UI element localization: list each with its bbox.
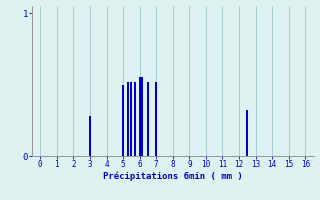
Bar [147,82,149,156]
Bar [141,77,143,156]
Bar [246,110,248,156]
Bar [89,116,91,156]
X-axis label: Précipitations 6min ( mm ): Précipitations 6min ( mm ) [103,172,243,181]
Bar [155,82,157,156]
Bar [127,82,129,156]
Bar [122,85,124,156]
Bar [139,77,141,156]
Bar [130,82,132,156]
Bar [134,82,136,156]
